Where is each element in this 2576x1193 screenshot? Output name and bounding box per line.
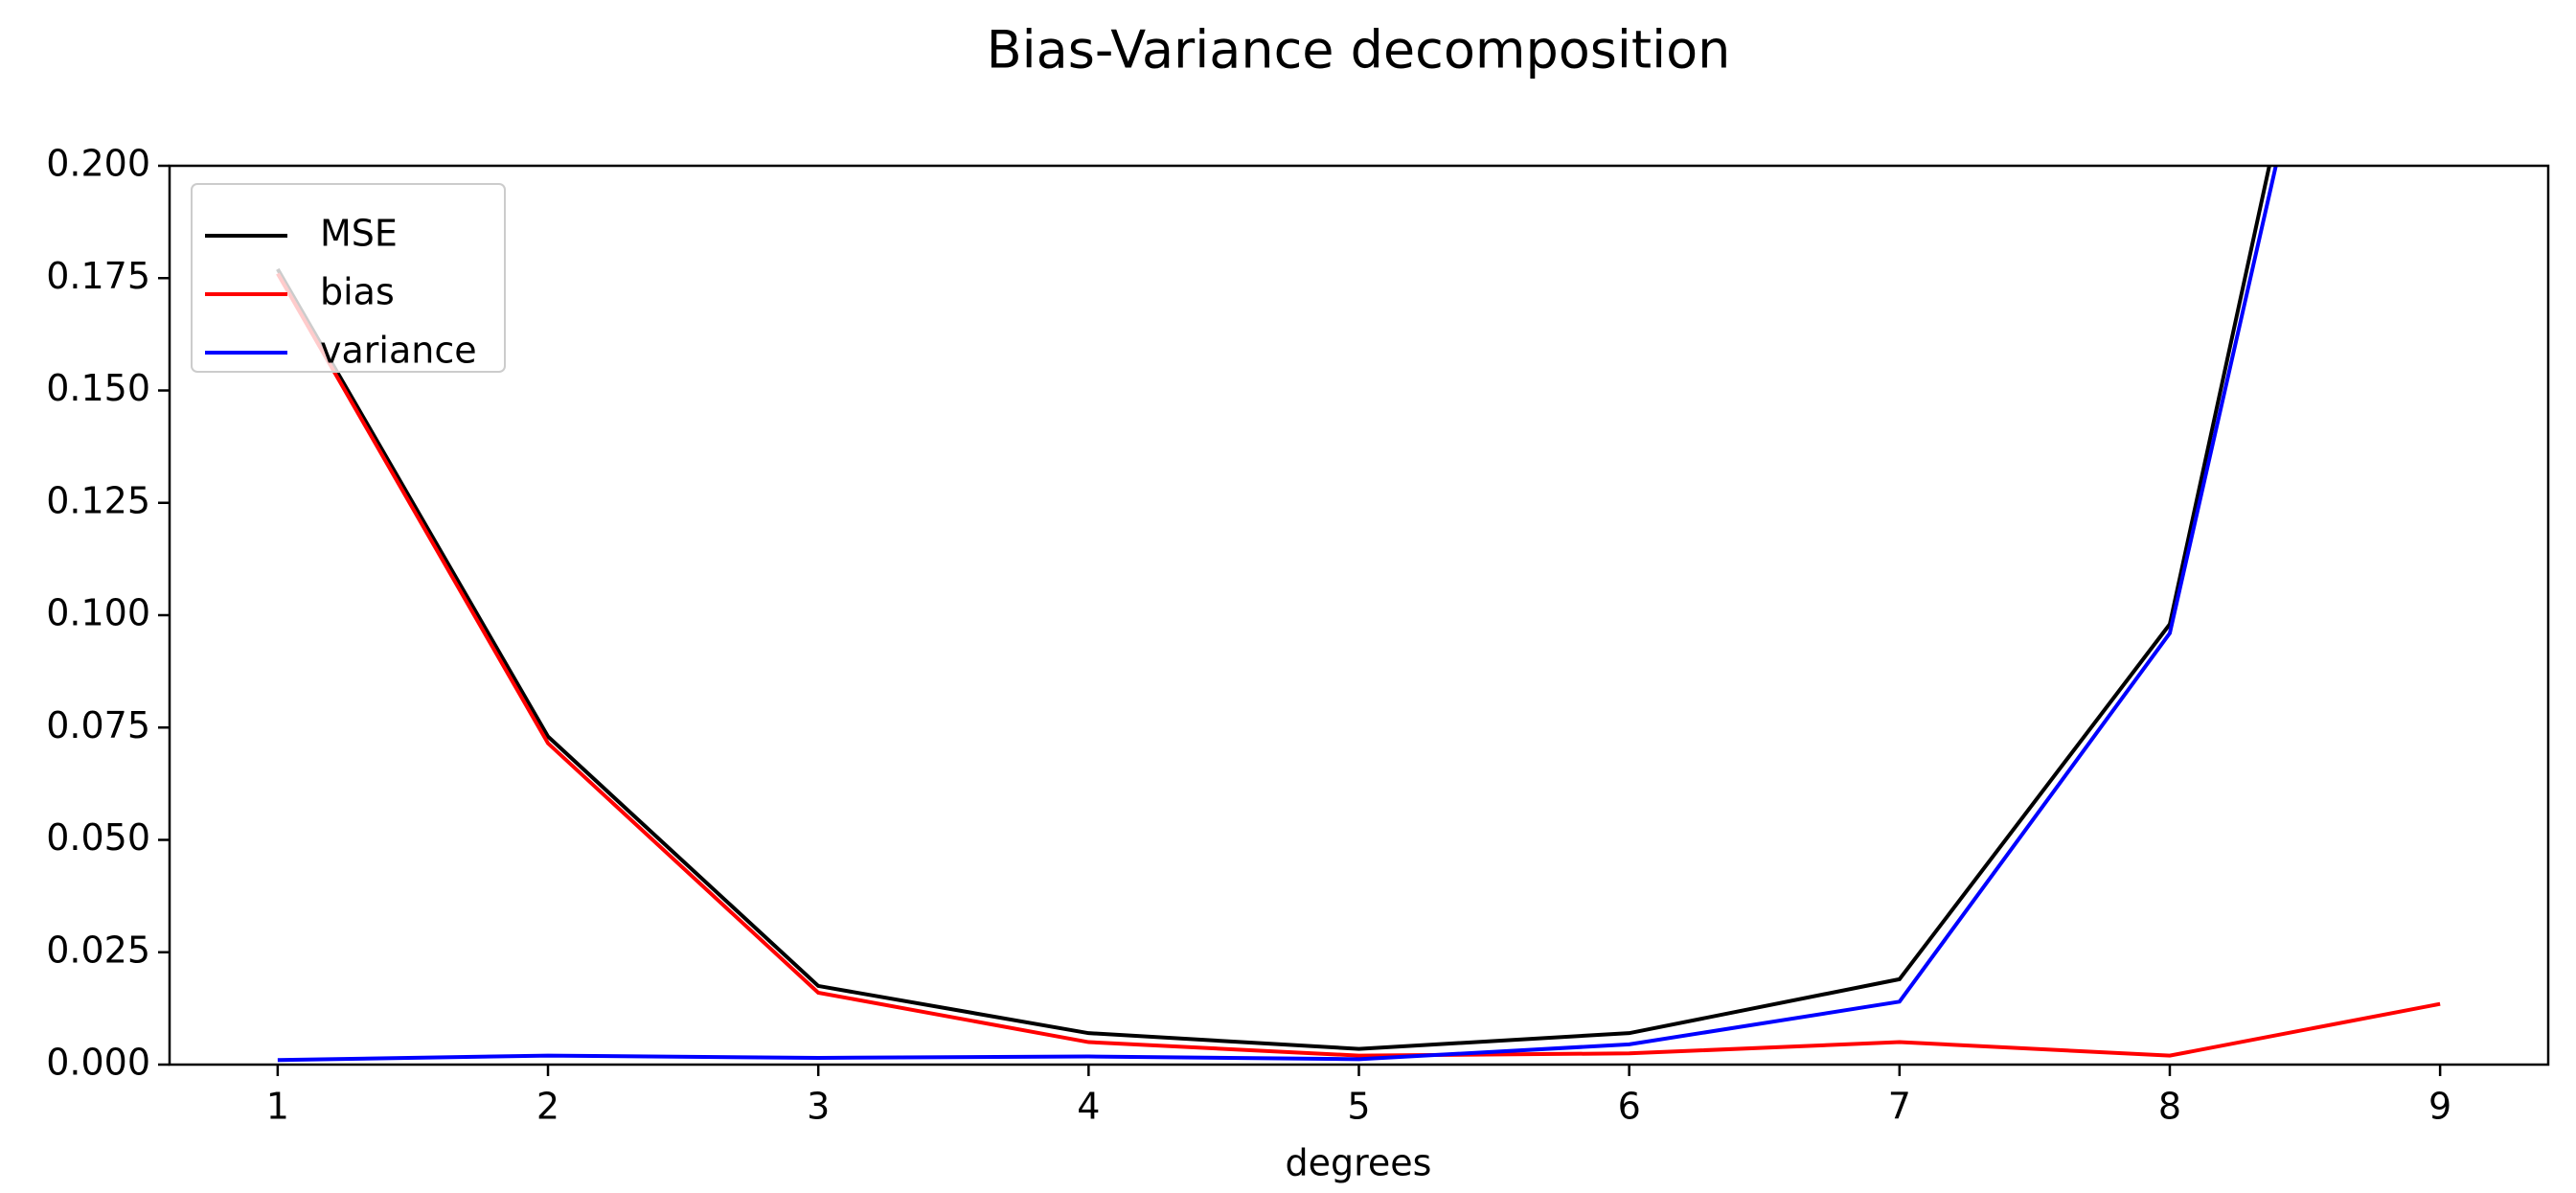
line-series xyxy=(276,166,2271,1051)
x-tick-label: 9 xyxy=(2428,1086,2451,1128)
y-tick-label: 0.200 xyxy=(46,143,150,185)
x-tick-label: 8 xyxy=(2158,1086,2181,1128)
x-tick-label: 5 xyxy=(1347,1086,1370,1128)
legend-box xyxy=(191,183,506,373)
x-tick-label: 2 xyxy=(536,1086,559,1128)
plot-area xyxy=(276,166,2441,1063)
y-tick-label: 0.075 xyxy=(46,704,150,746)
y-tick-label: 0.125 xyxy=(46,479,150,521)
y-tick-label: 0.100 xyxy=(46,592,150,634)
y-tick-label: 0.050 xyxy=(46,816,150,859)
axes-frame xyxy=(168,164,2550,1067)
x-tick-label: 7 xyxy=(1888,1086,1911,1128)
x-tick-label: 3 xyxy=(807,1086,830,1128)
line-series xyxy=(277,166,2278,1063)
line-series xyxy=(276,272,2441,1058)
x-tick-label: 4 xyxy=(1077,1086,1100,1128)
legend-label: MSE xyxy=(320,213,398,255)
x-tick-label: 6 xyxy=(1618,1086,1641,1128)
y-tick-label: 0.175 xyxy=(46,255,150,297)
x-axis-label: degrees xyxy=(1286,1142,1432,1184)
legend-label: bias xyxy=(320,271,395,313)
x-tick-label: 1 xyxy=(266,1086,289,1128)
legend-label: variance xyxy=(320,330,477,372)
y-tick-label: 0.025 xyxy=(46,929,150,971)
chart-title: Bias-Variance decomposition xyxy=(987,20,1731,80)
y-tick-label: 0.150 xyxy=(46,367,150,409)
y-tick-label: 0.000 xyxy=(46,1042,150,1084)
